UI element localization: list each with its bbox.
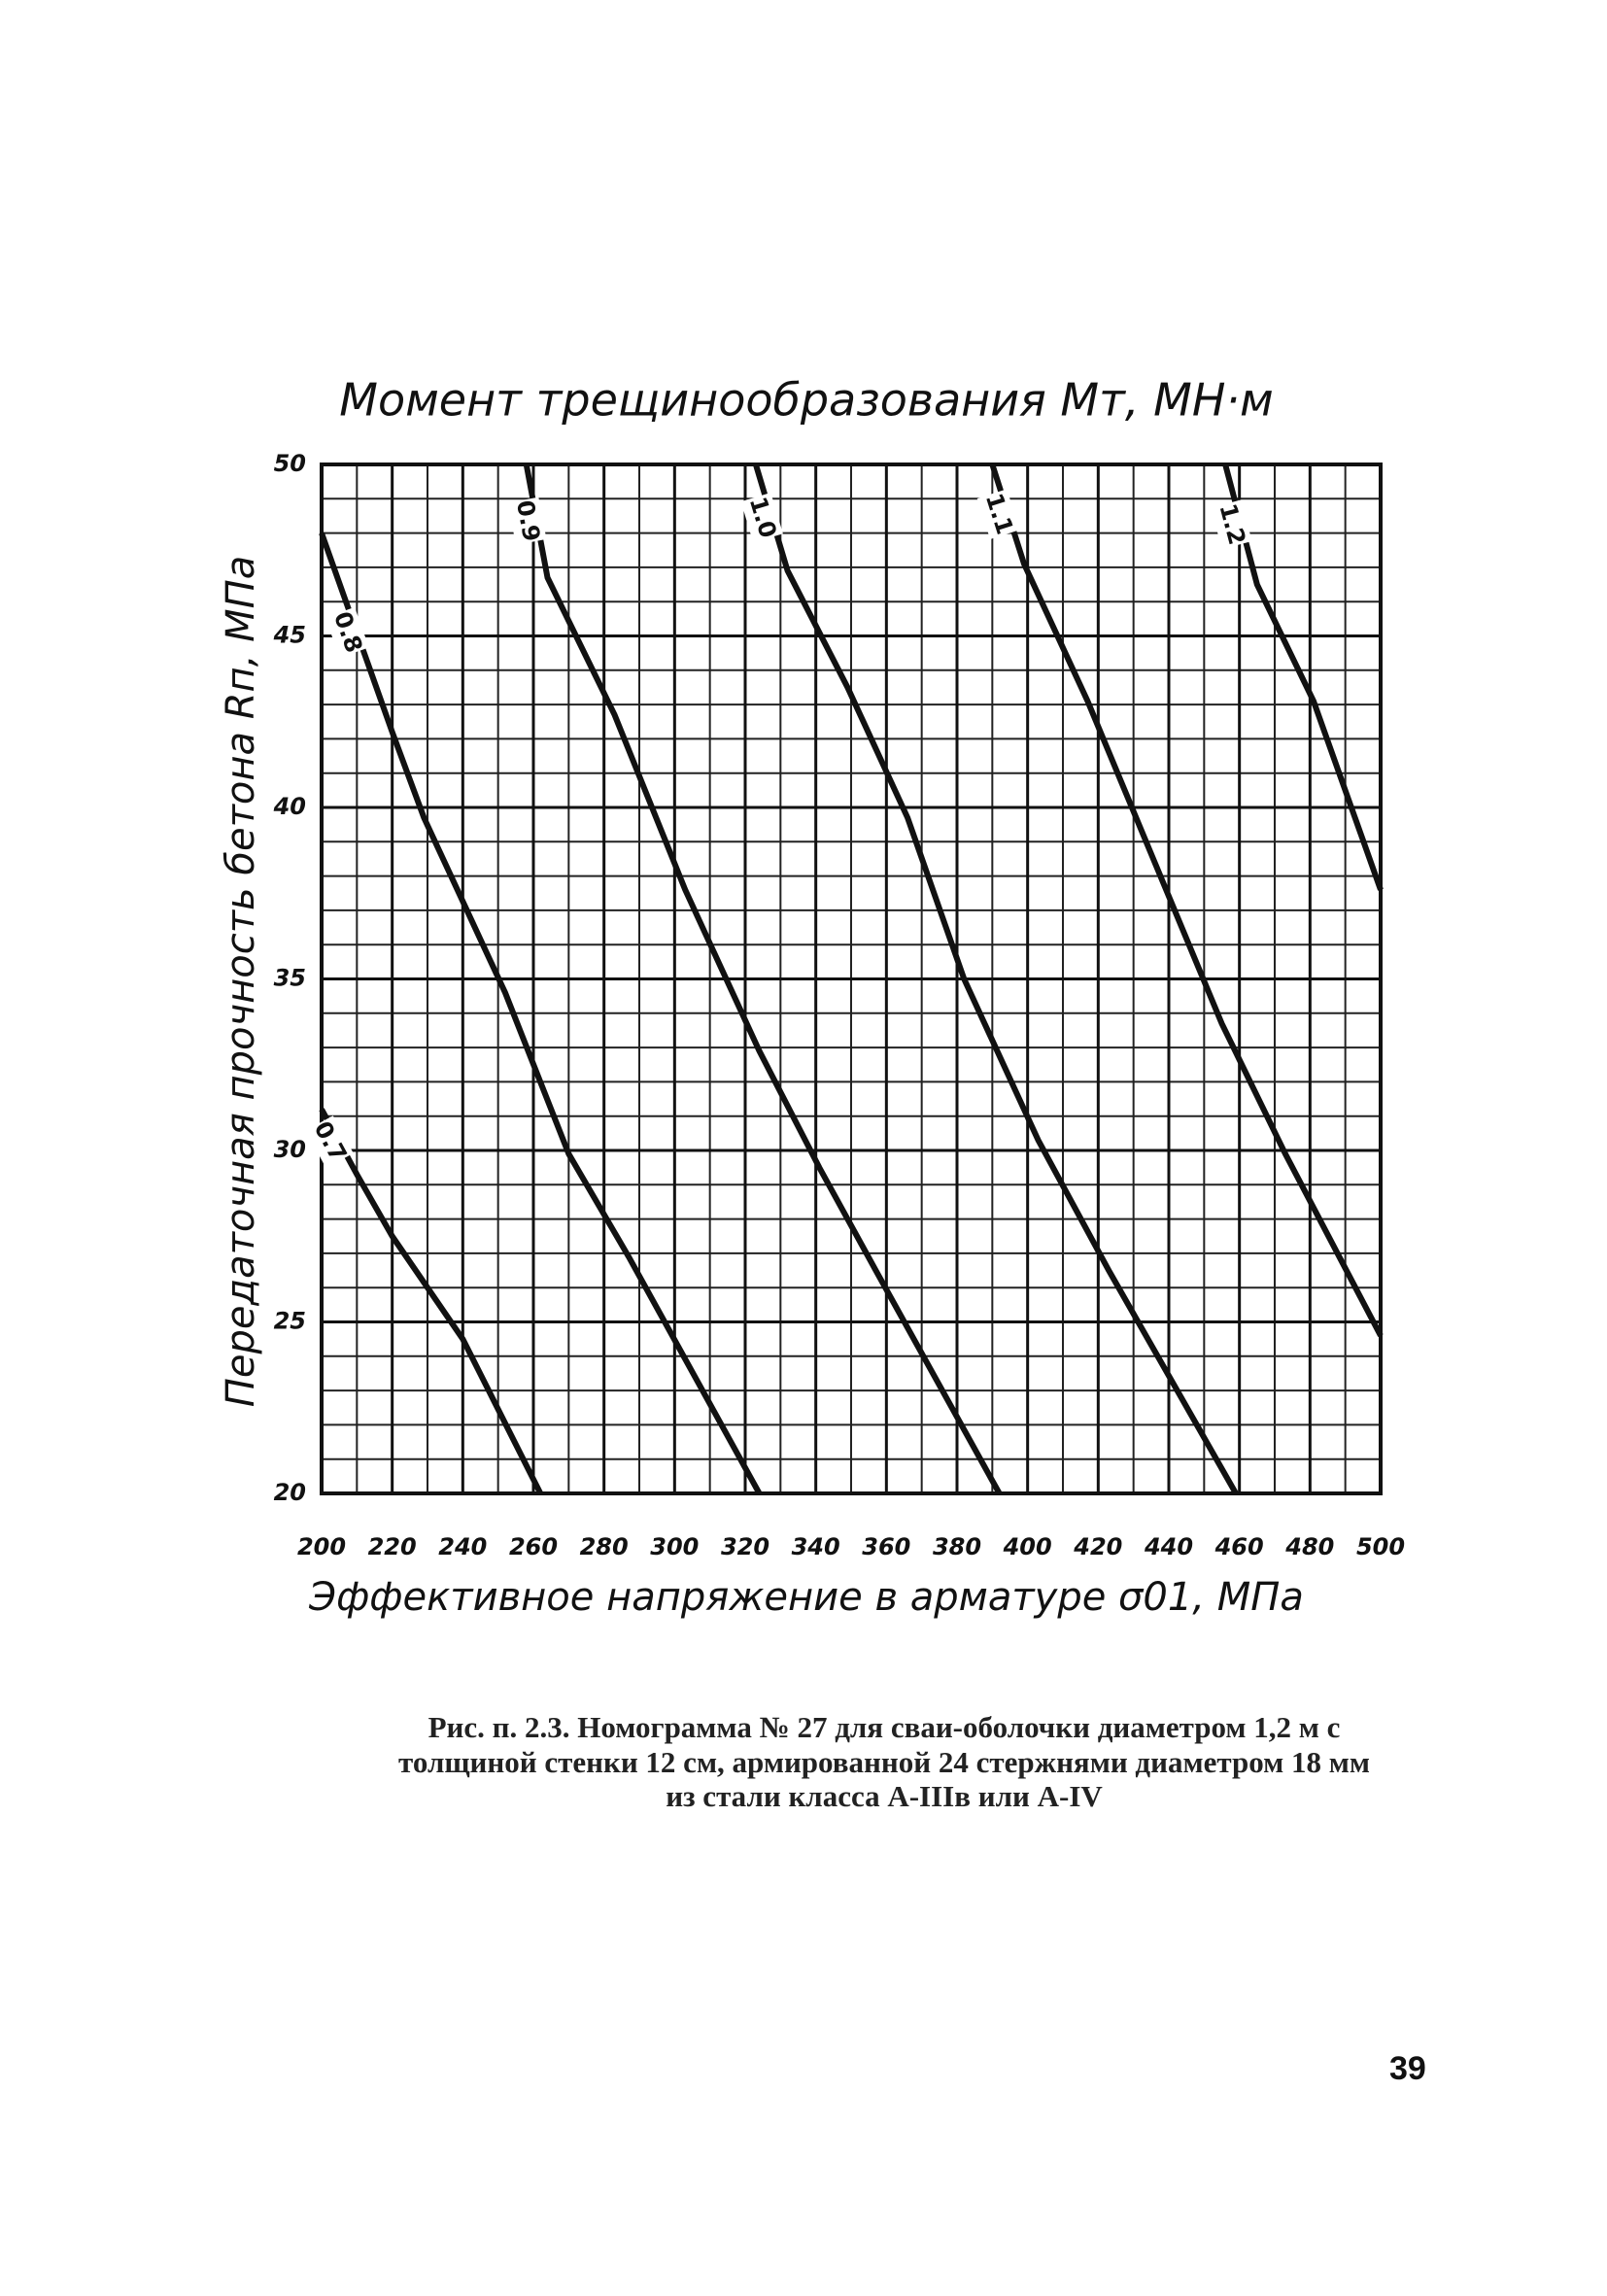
page-number: 39: [1389, 2050, 1426, 2087]
y-tick-label: 20: [274, 1479, 306, 1506]
curve-label-bg: [507, 497, 547, 545]
curve-label-bg: [976, 489, 1020, 540]
y-tick-label: 45: [273, 622, 306, 649]
chart-title: Момент трещинообразования Mт, МН·м: [339, 374, 1273, 427]
curve: [989, 463, 1384, 1338]
curve: [319, 531, 763, 1495]
y-axis-label: Передаточная прочность бетона Rп, МПа: [219, 556, 263, 1407]
y-tick-label: 50: [274, 450, 306, 477]
x-axis-label: Эффективное напряжение в арматуре σ01, М…: [308, 1575, 1304, 1620]
caption: Рис. п. 2.3. Номограмма № 27 для сваи-об…: [398, 1710, 1370, 1814]
x-tick-label: 400: [1003, 1533, 1052, 1560]
x-tick-label: 260: [509, 1533, 558, 1560]
curve: [523, 463, 1003, 1495]
curve-label: 1.1: [980, 490, 1019, 537]
x-tick-label: 220: [368, 1533, 417, 1560]
x-tick-label: 280: [580, 1533, 629, 1560]
x-tick-label: 340: [792, 1533, 840, 1560]
y-tick-label: 35: [274, 965, 306, 992]
x-tick-label: 240: [438, 1533, 487, 1560]
curve: [753, 463, 1239, 1495]
x-tick-label: 440: [1144, 1533, 1193, 1560]
curve-label-bg: [740, 493, 783, 543]
x-tick-label: 480: [1284, 1533, 1334, 1560]
curve-label-bg: [1211, 499, 1252, 550]
x-tick-label: 500: [1356, 1533, 1405, 1560]
x-tick-label: 380: [933, 1533, 981, 1560]
x-tick-label: 320: [721, 1533, 769, 1560]
x-tick-label: 200: [297, 1533, 346, 1560]
x-tick-label: 300: [650, 1533, 699, 1560]
curve-label: 1.2: [1214, 500, 1250, 547]
y-tick-label: 30: [274, 1136, 306, 1163]
y-tick-label: 25: [274, 1308, 306, 1335]
plot-frame: [320, 463, 1383, 1495]
curve-label-bg: [305, 1115, 354, 1169]
x-tick-label: 360: [862, 1533, 910, 1560]
curve-label: 0.8: [328, 608, 368, 656]
curve: [319, 1108, 543, 1495]
x-tick-label: 460: [1214, 1533, 1264, 1560]
y-tick-label: 40: [273, 793, 306, 820]
x-tick-label: 420: [1073, 1533, 1122, 1560]
curve-label-bg: [325, 606, 369, 659]
curve: [1222, 463, 1384, 891]
